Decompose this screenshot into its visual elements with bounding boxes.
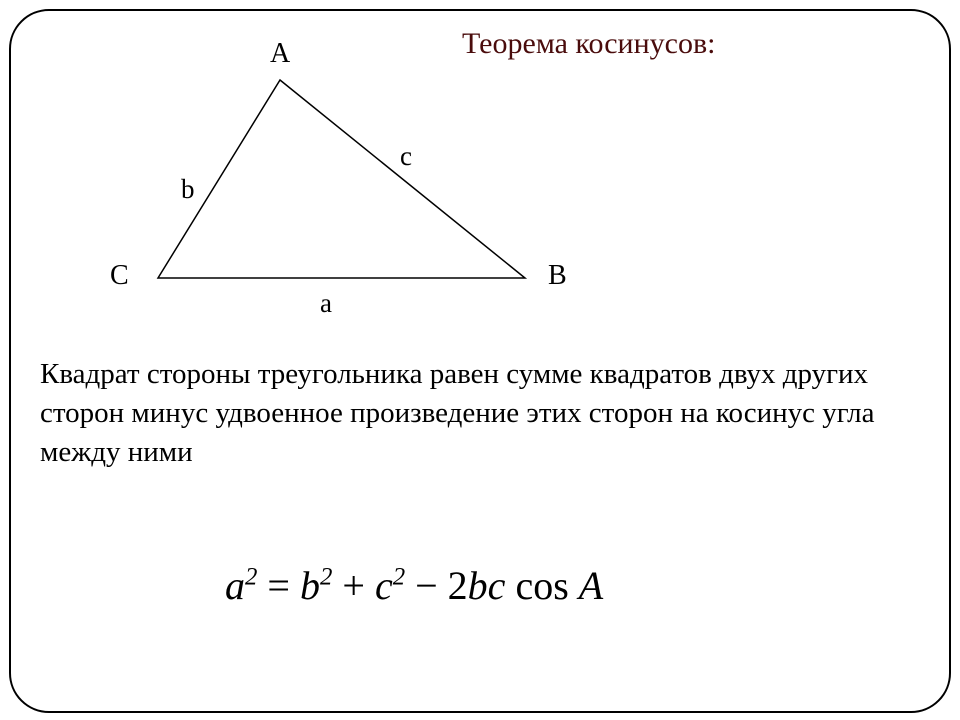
vertex-label-c: C <box>110 260 129 292</box>
side-label-b: b <box>181 174 195 205</box>
formula-b-sq: 2 <box>320 564 332 591</box>
theorem-statement: Квадрат стороны треугольника равен сумме… <box>40 355 920 472</box>
formula-a-sq: 2 <box>245 564 257 591</box>
side-label-c: c <box>400 141 412 172</box>
formula-bc: bc <box>468 563 506 608</box>
formula-capA: A <box>579 563 603 608</box>
formula-cos: cos <box>515 563 578 608</box>
formula-plus: + <box>332 563 375 608</box>
formula-c: c <box>375 563 393 608</box>
slide-title: Теорема косинусов: <box>462 27 715 61</box>
formula-minus2: − 2 <box>405 563 468 608</box>
formula-space <box>505 563 515 608</box>
formula-c-sq: 2 <box>393 564 405 591</box>
vertex-label-b: B <box>548 260 567 292</box>
formula: a2 = b2 + c2 − 2bc cos A <box>225 562 603 609</box>
formula-b: b <box>300 563 320 608</box>
formula-a: a <box>225 563 245 608</box>
side-label-a: a <box>320 288 332 319</box>
triangle-diagram <box>154 76 529 282</box>
triangle-shape <box>158 80 525 278</box>
formula-eq: = <box>257 563 300 608</box>
vertex-label-a: A <box>270 38 290 70</box>
